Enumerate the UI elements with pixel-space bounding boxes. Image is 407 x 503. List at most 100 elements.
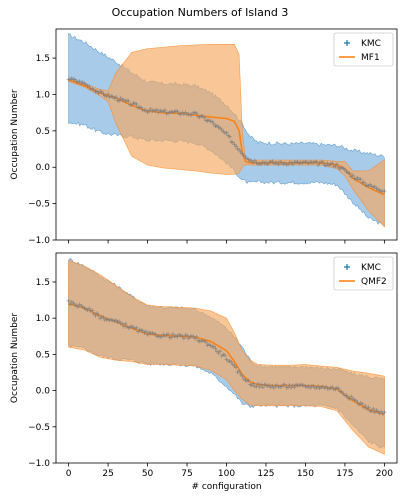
- kmc-marker: [136, 329, 141, 334]
- x-tick-label: 50: [142, 469, 154, 479]
- kmc-markers: [66, 76, 387, 194]
- kmc-marker: [246, 378, 251, 383]
- kmc-marker: [252, 158, 257, 163]
- y-tick-label: −1.0: [28, 459, 50, 469]
- kmc-marker: [159, 334, 164, 339]
- kmc-marker: [96, 313, 101, 318]
- legend-model-label: MF1: [361, 53, 380, 63]
- kmc-marker: [185, 333, 189, 338]
- kmc-marker: [77, 79, 82, 84]
- kmc-marker: [155, 107, 159, 112]
- y-axis-label: Occupation Number: [10, 89, 20, 179]
- plot-area: [66, 32, 387, 228]
- x-tick-label: 75: [181, 469, 192, 479]
- kmc-marker: [101, 315, 106, 320]
- kmc-marker: [292, 385, 297, 390]
- chart-panel-top: −1.0 −0.5 0.0 0.5 1.0 1.5 Occupation Number KMC…: [10, 28, 398, 246]
- kmc-marker: [211, 344, 216, 349]
- kmc-marker: [144, 329, 148, 334]
- kmc-marker: [366, 405, 371, 410]
- kmc-marker: [93, 313, 98, 318]
- model-std-band: [68, 259, 385, 455]
- kmc-marker: [87, 306, 92, 311]
- kmc-marker: [344, 393, 349, 398]
- kmc-marker: [224, 130, 229, 135]
- kmc-marker: [240, 374, 245, 378]
- kmc-marker: [361, 180, 366, 185]
- kmc-marker: [194, 334, 199, 339]
- kmc-marker: [330, 385, 335, 389]
- kmc-marker: [153, 332, 158, 337]
- kmc-marker: [126, 99, 131, 104]
- y-tick-label: −1.0: [28, 236, 50, 246]
- x-tick-label: 150: [297, 469, 314, 479]
- kmc-marker: [134, 325, 139, 330]
- kmc-marker: [117, 319, 122, 324]
- legend-kmc-label: KMC: [361, 263, 381, 273]
- kmc-marker: [369, 409, 374, 414]
- kmc-markers: [66, 298, 387, 416]
- legend-kmc-marker: [344, 264, 350, 270]
- kmc-marker: [382, 189, 387, 194]
- legend: KMC QMF2: [333, 256, 394, 291]
- kmc-marker: [72, 77, 77, 82]
- kmc-marker: [290, 162, 295, 167]
- kmc-marker: [314, 159, 319, 164]
- kmc-marker: [237, 369, 242, 374]
- kmc-marker: [218, 349, 223, 354]
- kmc-marker: [90, 308, 95, 313]
- x-tick-label: 100: [218, 469, 235, 479]
- kmc-marker: [360, 401, 365, 406]
- x-tick-label: 25: [102, 469, 113, 479]
- kmc-marker: [382, 410, 387, 415]
- y-tick-label: 1.5: [36, 278, 50, 288]
- y-tick-label: 1.5: [36, 54, 50, 64]
- kmc-marker: [324, 163, 328, 168]
- y-tick-label: −0.5: [28, 200, 50, 210]
- kmc-marker: [204, 340, 208, 345]
- kmc-marker: [254, 384, 259, 389]
- y-tick-label: 1.0: [36, 314, 51, 324]
- y-tick-label: 0.0: [36, 387, 51, 397]
- kmc-marker: [335, 162, 339, 167]
- kmc-marker: [276, 162, 281, 167]
- kmc-marker: [379, 409, 384, 414]
- kmc-marker: [144, 108, 148, 113]
- kmc-marker: [211, 122, 216, 126]
- kmc-marker: [234, 365, 238, 370]
- kmc-marker: [282, 382, 287, 387]
- x-tick-label: 0: [66, 469, 72, 479]
- kmc-marker: [349, 394, 354, 399]
- kmc-marker: [114, 95, 118, 100]
- kmc-marker: [175, 109, 180, 114]
- y-tick-label: 1.0: [36, 90, 51, 100]
- kmc-marker: [139, 105, 144, 110]
- kmc-marker: [260, 385, 265, 390]
- kmc-marker: [194, 111, 199, 116]
- legend-kmc-marker: [344, 40, 350, 46]
- kmc-marker: [117, 98, 122, 103]
- x-tick-label: 175: [336, 469, 353, 479]
- kmc-marker: [104, 94, 109, 99]
- kmc-marker: [123, 321, 128, 326]
- chart-panel-bottom: −1.0 −0.5 0.0 0.5 1.0 1.5 0 25 50 75 100 125 150 175 2…: [10, 252, 398, 492]
- plot-area: [66, 257, 387, 455]
- kmc-marker: [358, 177, 363, 182]
- kmc-marker: [189, 112, 194, 117]
- kmc-marker: [66, 298, 71, 303]
- kmc-marker: [350, 173, 355, 178]
- y-tick-label: 0.0: [36, 163, 51, 173]
- kmc-marker: [227, 134, 232, 139]
- kmc-marker: [181, 336, 186, 341]
- kmc-marker: [229, 360, 234, 364]
- figure-title: Occupation Numbers of Island 3: [112, 6, 289, 19]
- kmc-marker: [342, 167, 347, 172]
- x-tick-label: 200: [376, 469, 393, 479]
- legend-model-label: QMF2: [361, 277, 387, 287]
- kmc-marker: [270, 159, 275, 164]
- y-axis-label: Occupation Number: [10, 313, 20, 403]
- kmc-marker: [210, 119, 215, 124]
- kmc-marker: [145, 332, 150, 337]
- kmc-marker: [134, 102, 139, 107]
